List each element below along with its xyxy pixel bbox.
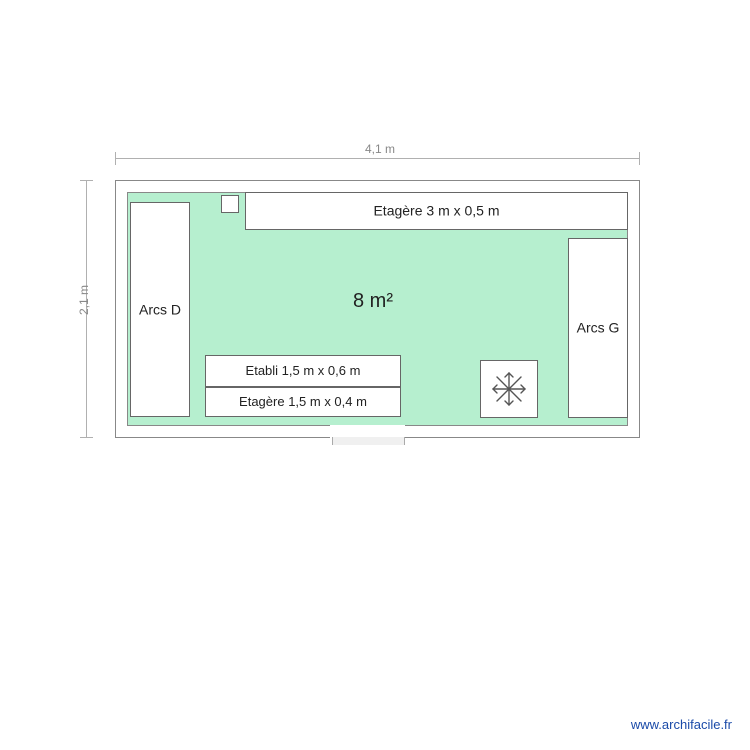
etagere-top: Etagère 3 m x 0,5 m [245,192,628,230]
freezer [480,360,538,418]
wall-switch [221,195,239,213]
snowflake-icon [491,371,527,407]
dim-vertical-label: 2,1 m [77,270,91,330]
arcs-g: Arcs G [568,238,628,418]
etagere-bottom: Etagère 1,5 m x 0,4 m [205,387,401,417]
dim-horizontal-label: 4,1 m [350,142,410,156]
arcs-g-label: Arcs G [569,320,627,335]
dim-horizontal-line [115,158,640,159]
etabli-label: Etabli 1,5 m x 0,6 m [206,364,400,378]
etabli: Etabli 1,5 m x 0,6 m [205,355,401,387]
etagere-bottom-label: Etagère 1,5 m x 0,4 m [206,395,400,409]
dim-horizontal-tick-r [639,152,640,165]
dim-horizontal-tick-l [115,152,116,165]
canvas: 4,1 m 2,1 m 8 m² Arcs D Etagère 3 m x 0,… [0,0,750,750]
dim-vertical-tick-b [80,437,93,438]
etagere-top-label: Etagère 3 m x 0,5 m [246,203,627,218]
arcs-d: Arcs D [130,202,190,417]
arcs-d-label: Arcs D [131,302,189,317]
room-area-label: 8 m² [353,290,393,313]
door-threshold [332,437,405,445]
site-credit: www.archifacile.fr [631,717,732,732]
dim-vertical-tick-t [80,180,93,181]
